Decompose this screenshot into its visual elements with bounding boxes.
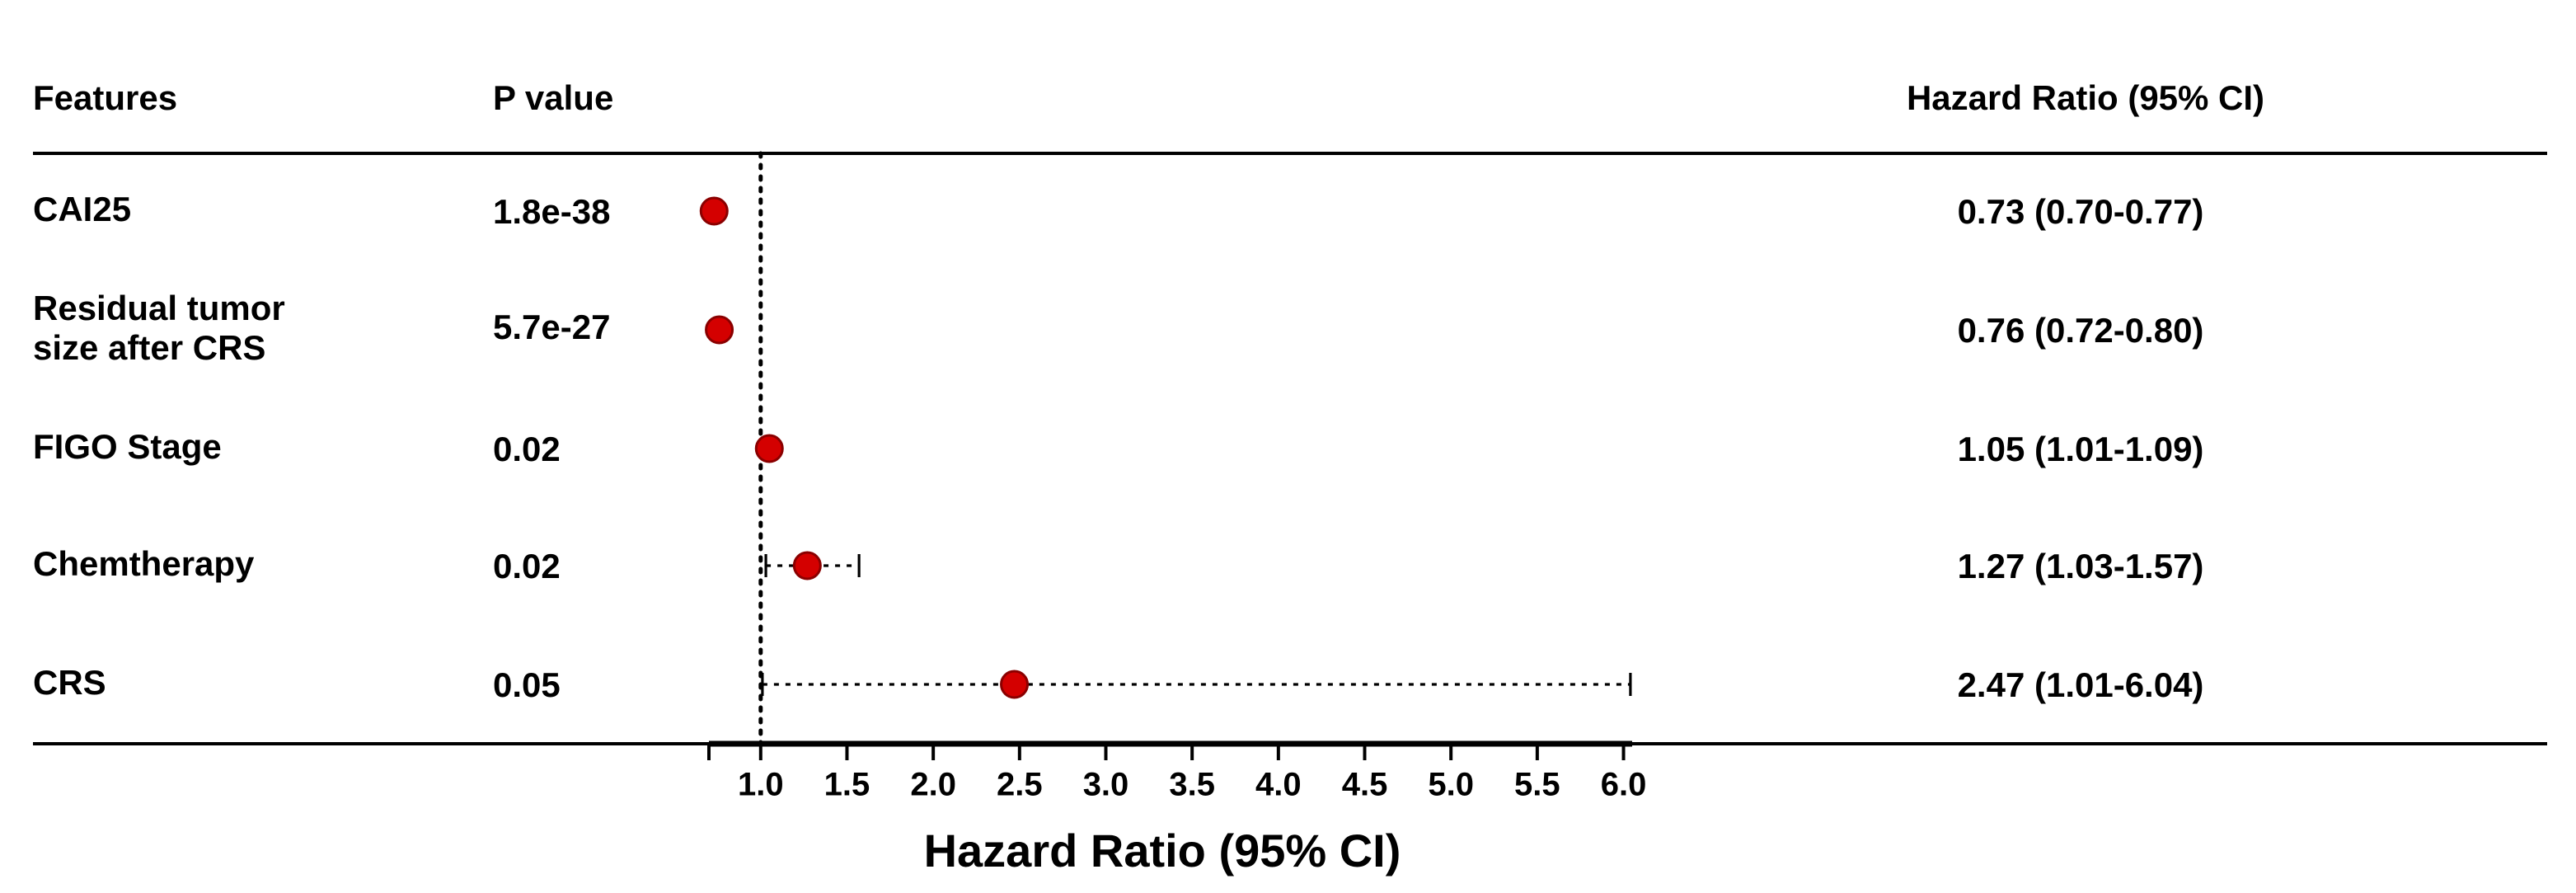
hazard-ratio-marker (792, 551, 822, 580)
hazard-ratio-label: 0.73 (0.70-0.77) (1958, 192, 2204, 231)
feature-wrap: CRS (33, 618, 462, 750)
p-value: 0.05 (493, 665, 561, 704)
header-features: Features (33, 78, 177, 117)
p-value: 0.02 (493, 547, 561, 585)
hazard-ratio-marker (699, 196, 729, 226)
header-p-value: P value (493, 78, 613, 117)
hazard-ratio-label: 1.05 (1.01-1.09) (1958, 430, 2204, 468)
hazard-ratio-marker (705, 315, 734, 345)
feature-wrap: CAI25 (33, 145, 462, 277)
p-value: 5.7e-27 (493, 308, 610, 346)
p-value: 0.02 (493, 430, 561, 468)
hazard-ratio-marker (1000, 670, 1030, 699)
hazard-ratio-label: 2.47 (1.01-6.04) (1958, 665, 2204, 704)
feature-cell: CAI25 (33, 145, 462, 277)
x-tick-label: 1.0 (738, 767, 784, 803)
feature-wrap: Chemtherapy (33, 500, 462, 632)
x-tick-label: 1.5 (824, 767, 870, 803)
hazard-ratio-label: 1.27 (1.03-1.57) (1958, 547, 2204, 585)
x-tick-label: 6.0 (1601, 767, 1647, 803)
feature-cell: FIGO Stage (33, 383, 462, 515)
feature-wrap: Residual tumor size after CRS (33, 264, 462, 396)
feature-cell: Residual tumor size after CRS (33, 264, 462, 396)
x-tick-label: 5.5 (1514, 767, 1560, 803)
feature-cell: CRS (33, 618, 462, 750)
x-tick-label: 5.0 (1428, 767, 1474, 803)
hazard-ratio-marker (754, 434, 784, 463)
hazard-ratio-label: 0.76 (0.72-0.80) (1958, 311, 2204, 350)
feature-label: CAI25 (33, 191, 132, 229)
feature-label: Residual tumor size after CRS (33, 290, 285, 368)
feature-wrap: FIGO Stage (33, 383, 462, 515)
feature-label: CRS (33, 665, 106, 703)
header-hazard-ratio: Hazard Ratio (95% CI) (1907, 78, 2264, 117)
p-value: 1.8e-38 (493, 192, 610, 231)
x-tick-label: 3.0 (1083, 767, 1129, 803)
x-tick-label: 4.0 (1255, 767, 1302, 803)
feature-label: FIGO Stage (33, 429, 222, 467)
x-tick-label: 4.5 (1342, 767, 1388, 803)
x-axis-title: Hazard Ratio (95% CI) (924, 825, 1401, 877)
x-tick-label: 2.0 (910, 767, 956, 803)
x-tick-label: 2.5 (997, 767, 1043, 803)
x-tick-label: 3.5 (1169, 767, 1215, 803)
feature-label: Chemtherapy (33, 546, 255, 584)
feature-cell: Chemtherapy (33, 500, 462, 632)
